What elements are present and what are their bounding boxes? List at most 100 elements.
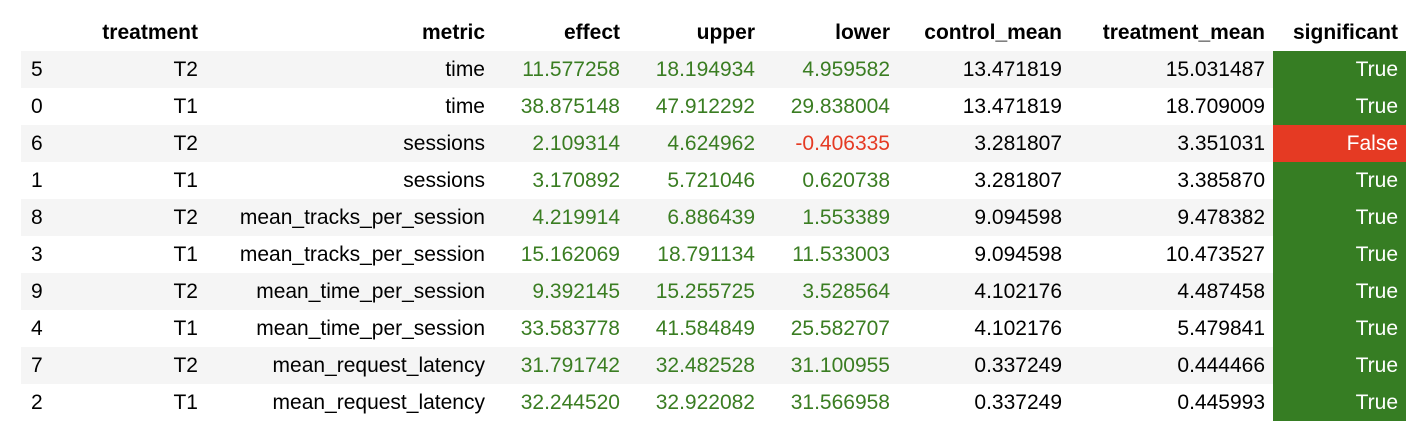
cell-lower: 1.553389: [763, 199, 898, 236]
cell-index: 6: [21, 125, 61, 162]
table-row: 7 T2 mean_request_latency 31.791742 32.48252…: [21, 347, 1406, 384]
cell-effect: 2.109314: [493, 125, 628, 162]
cell-treatment-mean: 0.444466: [1070, 347, 1273, 384]
header-treatment: treatment: [61, 14, 206, 51]
cell-effect: 15.162069: [493, 236, 628, 273]
cell-control-mean: 4.102176: [898, 273, 1070, 310]
cell-metric: time: [206, 51, 493, 88]
cell-treatment-mean: 9.478382: [1070, 199, 1273, 236]
header-effect: effect: [493, 14, 628, 51]
cell-index: 8: [21, 199, 61, 236]
cell-effect: 4.219914: [493, 199, 628, 236]
cell-control-mean: 13.471819: [898, 88, 1070, 125]
cell-upper: 32.482528: [628, 347, 763, 384]
cell-lower: 29.838004: [763, 88, 898, 125]
cell-upper: 32.922082: [628, 384, 763, 421]
cell-control-mean: 0.337249: [898, 384, 1070, 421]
cell-index: 3: [21, 236, 61, 273]
cell-metric: mean_request_latency: [206, 384, 493, 421]
header-lower: lower: [763, 14, 898, 51]
cell-treatment: T2: [61, 347, 206, 384]
cell-metric: mean_request_latency: [206, 347, 493, 384]
results-table-container: treatment metric effect upper lower cont…: [21, 14, 1406, 421]
cell-index: 7: [21, 347, 61, 384]
cell-control-mean: 9.094598: [898, 199, 1070, 236]
cell-metric: mean_time_per_session: [206, 310, 493, 347]
cell-lower: 4.959582: [763, 51, 898, 88]
cell-lower: -0.406335: [763, 125, 898, 162]
cell-metric: sessions: [206, 125, 493, 162]
cell-treatment: T1: [61, 88, 206, 125]
cell-significant: True: [1273, 273, 1406, 310]
cell-metric: mean_tracks_per_session: [206, 236, 493, 273]
cell-metric: sessions: [206, 162, 493, 199]
table-row: 5 T2 time 11.577258 18.194934 4.959582 13.4718…: [21, 51, 1406, 88]
cell-effect: 3.170892: [493, 162, 628, 199]
cell-treatment: T1: [61, 236, 206, 273]
cell-index: 0: [21, 88, 61, 125]
cell-control-mean: 3.281807: [898, 162, 1070, 199]
cell-upper: 18.791134: [628, 236, 763, 273]
cell-upper: 47.912292: [628, 88, 763, 125]
cell-significant: True: [1273, 199, 1406, 236]
cell-effect: 38.875148: [493, 88, 628, 125]
cell-treatment-mean: 0.445993: [1070, 384, 1273, 421]
cell-control-mean: 9.094598: [898, 236, 1070, 273]
cell-treatment: T1: [61, 162, 206, 199]
results-table: treatment metric effect upper lower cont…: [21, 14, 1406, 421]
cell-lower: 11.533003: [763, 236, 898, 273]
header-upper: upper: [628, 14, 763, 51]
cell-treatment: T2: [61, 199, 206, 236]
header-treatment-mean: treatment_mean: [1070, 14, 1273, 51]
cell-upper: 5.721046: [628, 162, 763, 199]
cell-treatment-mean: 4.487458: [1070, 273, 1273, 310]
cell-significant: True: [1273, 162, 1406, 199]
table-row: 8 T2 mean_tracks_per_session 4.219914 6.8864…: [21, 199, 1406, 236]
cell-lower: 31.100955: [763, 347, 898, 384]
cell-treatment-mean: 18.709009: [1070, 88, 1273, 125]
cell-treatment-mean: 5.479841: [1070, 310, 1273, 347]
table-header: treatment metric effect upper lower cont…: [21, 14, 1406, 51]
cell-treatment: T2: [61, 125, 206, 162]
cell-treatment: T1: [61, 384, 206, 421]
cell-effect: 11.577258: [493, 51, 628, 88]
cell-metric: mean_time_per_session: [206, 273, 493, 310]
cell-control-mean: 3.281807: [898, 125, 1070, 162]
cell-significant: True: [1273, 51, 1406, 88]
cell-upper: 4.624962: [628, 125, 763, 162]
cell-effect: 32.244520: [493, 384, 628, 421]
cell-effect: 9.392145: [493, 273, 628, 310]
cell-treatment: T1: [61, 310, 206, 347]
cell-upper: 18.194934: [628, 51, 763, 88]
header-index: [21, 14, 61, 51]
cell-index: 1: [21, 162, 61, 199]
cell-treatment: T2: [61, 51, 206, 88]
cell-lower: 31.566958: [763, 384, 898, 421]
table-row: 1 T1 sessions 3.170892 5.721046 0.620738 3.281…: [21, 162, 1406, 199]
cell-upper: 15.255725: [628, 273, 763, 310]
cell-significant: True: [1273, 347, 1406, 384]
cell-upper: 41.584849: [628, 310, 763, 347]
header-row: treatment metric effect upper lower cont…: [21, 14, 1406, 51]
table-row: 0 T1 time 38.875148 47.912292 29.838004 13.471…: [21, 88, 1406, 125]
cell-index: 9: [21, 273, 61, 310]
cell-treatment-mean: 3.385870: [1070, 162, 1273, 199]
table-row: 2 T1 mean_request_latency 32.244520 32.92208…: [21, 384, 1406, 421]
cell-lower: 25.582707: [763, 310, 898, 347]
header-significant: significant: [1273, 14, 1406, 51]
cell-lower: 0.620738: [763, 162, 898, 199]
cell-index: 2: [21, 384, 61, 421]
table-row: 4 T1 mean_time_per_session 33.583778 41.5848…: [21, 310, 1406, 347]
table-row: 9 T2 mean_time_per_session 9.392145 15.25572…: [21, 273, 1406, 310]
cell-effect: 33.583778: [493, 310, 628, 347]
table-body: 5 T2 time 11.577258 18.194934 4.959582 13.4718…: [21, 51, 1406, 421]
cell-control-mean: 4.102176: [898, 310, 1070, 347]
cell-index: 5: [21, 51, 61, 88]
header-metric: metric: [206, 14, 493, 51]
cell-significant: True: [1273, 236, 1406, 273]
table-row: 6 T2 sessions 2.109314 4.624962 -0.406335 3.28…: [21, 125, 1406, 162]
cell-significant: True: [1273, 310, 1406, 347]
cell-upper: 6.886439: [628, 199, 763, 236]
cell-significant: True: [1273, 88, 1406, 125]
cell-metric: mean_tracks_per_session: [206, 199, 493, 236]
